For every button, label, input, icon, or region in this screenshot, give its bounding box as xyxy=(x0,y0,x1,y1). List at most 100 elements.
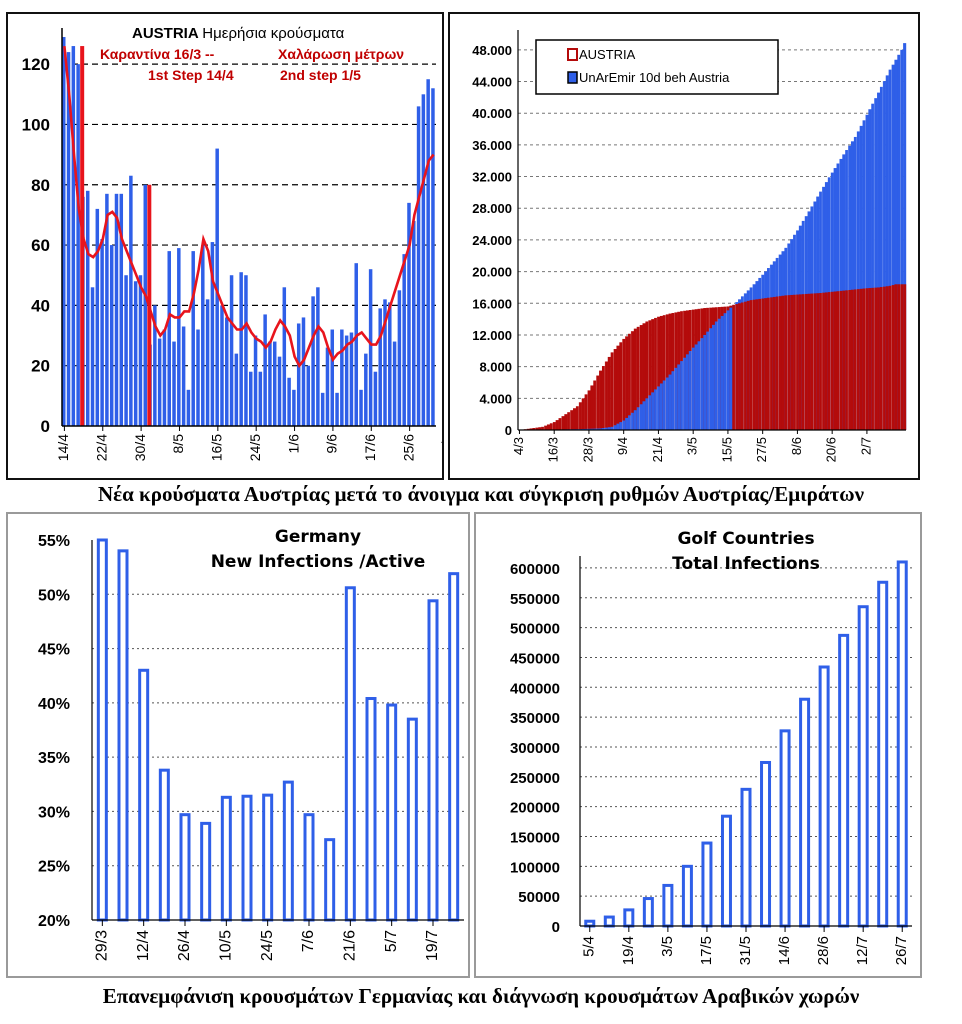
moving-average-line xyxy=(63,45,435,369)
bar xyxy=(799,697,811,928)
y-tick-label: 0 xyxy=(505,423,512,438)
chart-title-rest: Ημερήσια κρούσματα xyxy=(202,25,344,42)
bar xyxy=(191,251,195,426)
bar-austria xyxy=(558,418,562,430)
bar-austria xyxy=(541,426,545,430)
bar-austria xyxy=(578,402,582,430)
annotation-second-step: 2nd step 1/5 xyxy=(280,67,361,83)
y-tick-label: 4.000 xyxy=(479,391,512,406)
bar xyxy=(681,864,693,928)
bar xyxy=(282,287,287,426)
bar-emirates xyxy=(845,150,849,430)
bar-austria xyxy=(819,292,823,430)
bar-austria xyxy=(781,295,785,430)
bar-emirates xyxy=(694,344,698,430)
bar-emirates xyxy=(616,423,620,430)
chart-title-line1: Germany xyxy=(275,527,361,547)
bar-austria xyxy=(787,295,791,430)
x-tick-label: 15/5 xyxy=(719,437,734,462)
bar-austria xyxy=(764,298,768,430)
bar-emirates xyxy=(712,324,716,430)
bar xyxy=(407,202,411,426)
bar-emirates xyxy=(630,412,635,430)
bar xyxy=(220,305,224,426)
bar xyxy=(172,341,176,426)
bar-austria xyxy=(758,298,762,430)
bar xyxy=(701,841,713,928)
bar-austria xyxy=(529,428,533,430)
bar xyxy=(720,814,732,928)
x-tick-label: 17/6 xyxy=(362,434,378,461)
bar-emirates xyxy=(856,131,860,430)
bar-emirates xyxy=(717,318,721,430)
bar xyxy=(244,275,248,426)
bar-austria xyxy=(642,323,646,430)
chart-title-line1: Golf Countries xyxy=(677,529,814,549)
bar xyxy=(186,389,191,426)
x-tick-label: 27/5 xyxy=(754,437,769,462)
bar-emirates xyxy=(590,428,594,430)
bar xyxy=(220,795,232,922)
bar-austria xyxy=(665,314,669,430)
y-tick-label: 150000 xyxy=(510,829,560,846)
bar-austria xyxy=(853,289,857,430)
x-tick-label: 30/4 xyxy=(132,434,148,461)
x-tick-label: 9/6 xyxy=(324,434,340,454)
bar-austria xyxy=(607,356,611,430)
bar xyxy=(117,549,129,922)
bar-emirates xyxy=(668,374,672,430)
bar-austria xyxy=(775,296,779,430)
bar xyxy=(386,703,398,922)
bar xyxy=(368,269,373,426)
y-tick-label: 45% xyxy=(38,642,70,659)
bar-austria xyxy=(743,301,747,430)
bar-austria xyxy=(900,284,904,430)
bar-austria xyxy=(561,416,565,430)
bar-emirates xyxy=(714,321,718,430)
bar xyxy=(229,275,234,426)
bar-austria xyxy=(877,287,881,430)
bar xyxy=(96,538,108,922)
x-tick-label: 19/4 xyxy=(620,936,637,965)
bar xyxy=(397,290,402,426)
annotation-quarantine: Καραντίνα 16/3 -- xyxy=(100,46,215,62)
bar-austria xyxy=(610,352,614,430)
bar-emirates xyxy=(633,410,637,430)
y-tick-label: 32.000 xyxy=(472,170,512,185)
y-tick-label: 0 xyxy=(41,417,50,436)
x-tick-label: 16/5 xyxy=(209,434,225,461)
bar-emirates xyxy=(903,43,907,430)
bar-austria xyxy=(546,424,551,430)
bar-austria xyxy=(885,286,889,430)
bar xyxy=(662,883,674,928)
bar xyxy=(66,52,71,426)
bar-austria xyxy=(601,366,606,430)
bar xyxy=(200,821,212,922)
bar-emirates xyxy=(723,313,727,430)
bar-austria xyxy=(882,286,886,430)
bar xyxy=(818,665,830,928)
bar xyxy=(416,106,421,426)
y-tick-label: 120 xyxy=(22,55,50,74)
bar-emirates xyxy=(599,428,603,430)
bar xyxy=(301,317,306,426)
y-tick-label: 250000 xyxy=(510,770,560,787)
y-tick-label: 200000 xyxy=(510,800,560,817)
bar-emirates xyxy=(848,145,852,430)
y-tick-label: 44.000 xyxy=(472,75,512,90)
germany-chart: 20% 25% 30% 35% 40% 45% 50% 55% 29/3 12/4 26/4 10/5… xyxy=(38,527,464,961)
bar-emirates xyxy=(604,427,608,430)
bar xyxy=(388,302,392,426)
x-tick-label: 28/3 xyxy=(580,437,595,462)
bar-emirates xyxy=(697,341,701,430)
y-tick-label: 80 xyxy=(31,176,50,195)
bar xyxy=(324,838,336,922)
bar xyxy=(234,353,239,426)
bar-austria xyxy=(767,297,771,430)
bar-austria xyxy=(822,292,826,430)
y-tick-label: 100 xyxy=(22,115,50,134)
bar-austria xyxy=(824,292,829,430)
bar xyxy=(258,371,263,426)
bar xyxy=(210,242,215,426)
bar xyxy=(421,94,426,427)
